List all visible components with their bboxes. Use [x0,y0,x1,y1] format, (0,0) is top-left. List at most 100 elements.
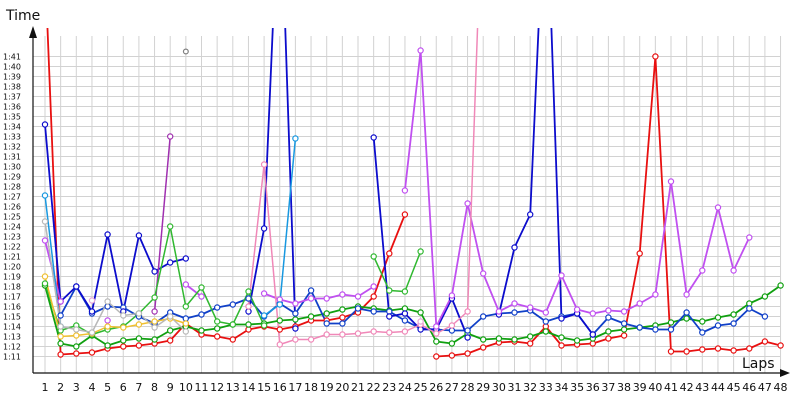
x-tick-label: 39 [633,381,647,394]
x-tick-labels: 1 2 3 4 5 6 7 8 9 10 11 12 13 14 15 16 17 18 19 20 21 22 23 24 2… [42,381,788,394]
y-tick-label: 1:14 [3,323,21,332]
data-point [573,337,581,344]
data-point [260,322,268,329]
x-axis-arrow [780,369,790,377]
data-point [433,330,440,337]
x-tick-label: 16 [273,381,287,394]
data-point [683,291,690,298]
data-point [198,284,205,291]
data-point [761,338,769,345]
x-tick-label: 20 [335,381,349,394]
y-tick-label: 1:39 [3,73,21,82]
y-tick-label: 1:20 [3,263,21,272]
x-tick-label: 12 [210,381,224,394]
x-tick-label: 35 [570,381,584,394]
data-point [761,313,769,320]
x-tick-label: 22 [367,381,381,394]
data-point [182,328,189,335]
y-tick-label: 1:29 [3,173,21,182]
data-point [323,295,330,302]
data-point [511,244,518,251]
data-point [276,301,283,308]
series-line [44,124,187,313]
x-tick-label: 32 [523,381,537,394]
series-line [59,285,766,336]
data-point [354,293,362,300]
y-tick-label: 1:40 [3,63,21,72]
data-point [307,336,315,343]
y-tick-label: 1:34 [3,123,21,132]
data-point [699,318,706,325]
data-point [245,295,252,302]
data-point [652,291,659,298]
data-point [41,121,49,128]
x-tick-label: 26 [429,381,443,394]
data-point [135,335,143,342]
x-tick-label: 45 [727,381,741,394]
data-point [323,310,330,317]
data-point [370,283,377,290]
data-point [730,267,737,274]
x-tick-label: 44 [711,381,725,394]
data-point [683,315,690,322]
x-tick-label: 2 [57,381,64,394]
y-tick-label: 1:32 [3,143,21,152]
data-point [777,282,784,289]
data-point [730,311,737,318]
data-point [667,319,675,326]
y-tick-label: 1:24 [3,223,21,232]
markers-group [41,47,784,360]
data-point [401,328,409,335]
data-point [558,315,565,322]
data-point [605,314,612,321]
data-point [135,342,143,349]
data-point [354,305,362,312]
data-point [57,340,64,347]
series-group [44,28,782,358]
data-point [589,331,597,338]
data-point [652,326,659,333]
series-line [46,28,406,356]
data-point [433,353,440,360]
data-point [276,317,283,324]
data-point [57,323,64,330]
data-point [699,267,706,274]
data-point [166,327,174,334]
x-tick-label: 3 [73,381,80,394]
data-point [370,308,377,315]
x-tick-label: 24 [398,381,412,394]
x-tick-label: 30 [492,381,506,394]
x-tick-label: 10 [179,381,193,394]
data-point [464,200,471,207]
data-point [746,305,753,312]
data-point [323,331,330,338]
data-point [511,309,518,316]
y-tick-label: 1:27 [3,193,21,202]
x-tick-label: 42 [680,381,694,394]
data-point [714,322,722,329]
data-point [276,341,283,348]
data-point [401,187,409,194]
x-tick-label: 29 [476,381,490,394]
data-point [292,336,299,343]
data-point [166,313,174,320]
data-point [41,273,49,280]
data-point [41,192,49,199]
data-point [636,300,643,307]
data-point [636,250,643,257]
data-point [166,259,174,266]
series-line [373,251,422,293]
data-point [73,326,80,333]
data-point [41,218,49,225]
data-point [88,349,96,356]
data-point [41,237,49,244]
y-tick-label: 1:36 [3,103,21,112]
x-tick-label: 5 [104,381,111,394]
data-point [151,318,158,325]
data-point [135,232,143,239]
data-point [605,328,612,335]
data-point [401,317,409,324]
data-point [260,161,268,168]
data-point [448,352,456,359]
